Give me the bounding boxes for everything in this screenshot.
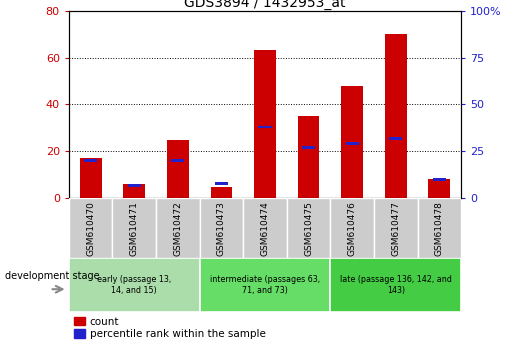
Bar [259, 126, 271, 129]
Bar [341, 86, 363, 198]
Bar [171, 159, 184, 162]
Bar [298, 116, 320, 198]
Text: development stage: development stage [5, 271, 100, 281]
Text: GSM610474: GSM610474 [261, 201, 269, 256]
Bar [69, 198, 112, 258]
Bar [112, 198, 156, 258]
Bar [243, 198, 287, 258]
Bar [80, 158, 102, 198]
Bar [302, 146, 315, 149]
Bar [287, 198, 330, 258]
Bar [374, 198, 418, 258]
Bar [346, 142, 359, 145]
Text: GSM610472: GSM610472 [173, 201, 182, 256]
Title: GDS3894 / 1432953_at: GDS3894 / 1432953_at [184, 0, 346, 10]
Bar [156, 198, 200, 258]
Text: GSM610477: GSM610477 [391, 201, 400, 256]
Bar [433, 178, 446, 181]
Bar [254, 51, 276, 198]
Bar [200, 198, 243, 258]
Bar [330, 198, 374, 258]
Text: GSM610475: GSM610475 [304, 201, 313, 256]
Bar [389, 137, 402, 139]
Bar [385, 34, 407, 198]
Bar [428, 179, 450, 198]
Text: GSM610476: GSM610476 [348, 201, 357, 256]
Text: GSM610473: GSM610473 [217, 201, 226, 256]
Text: GSM610470: GSM610470 [86, 201, 95, 256]
Bar [330, 258, 461, 312]
Bar [123, 184, 145, 198]
Bar [215, 182, 228, 185]
Bar [84, 159, 97, 162]
Legend: count, percentile rank within the sample: count, percentile rank within the sample [74, 317, 266, 339]
Text: late (passage 136, 142, and
143): late (passage 136, 142, and 143) [340, 275, 452, 295]
Bar [128, 184, 141, 187]
Bar [167, 139, 189, 198]
Text: GSM610478: GSM610478 [435, 201, 444, 256]
Bar [418, 198, 461, 258]
Text: GSM610471: GSM610471 [130, 201, 139, 256]
Text: intermediate (passages 63,
71, and 73): intermediate (passages 63, 71, and 73) [210, 275, 320, 295]
Text: early (passage 13,
14, and 15): early (passage 13, 14, and 15) [97, 275, 171, 295]
Bar [210, 187, 232, 198]
Bar [200, 258, 330, 312]
Bar [69, 258, 200, 312]
